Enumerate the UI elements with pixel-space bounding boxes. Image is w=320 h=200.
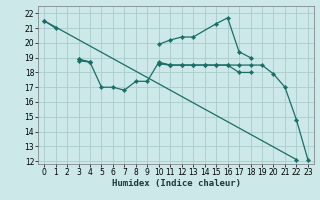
- X-axis label: Humidex (Indice chaleur): Humidex (Indice chaleur): [111, 179, 241, 188]
